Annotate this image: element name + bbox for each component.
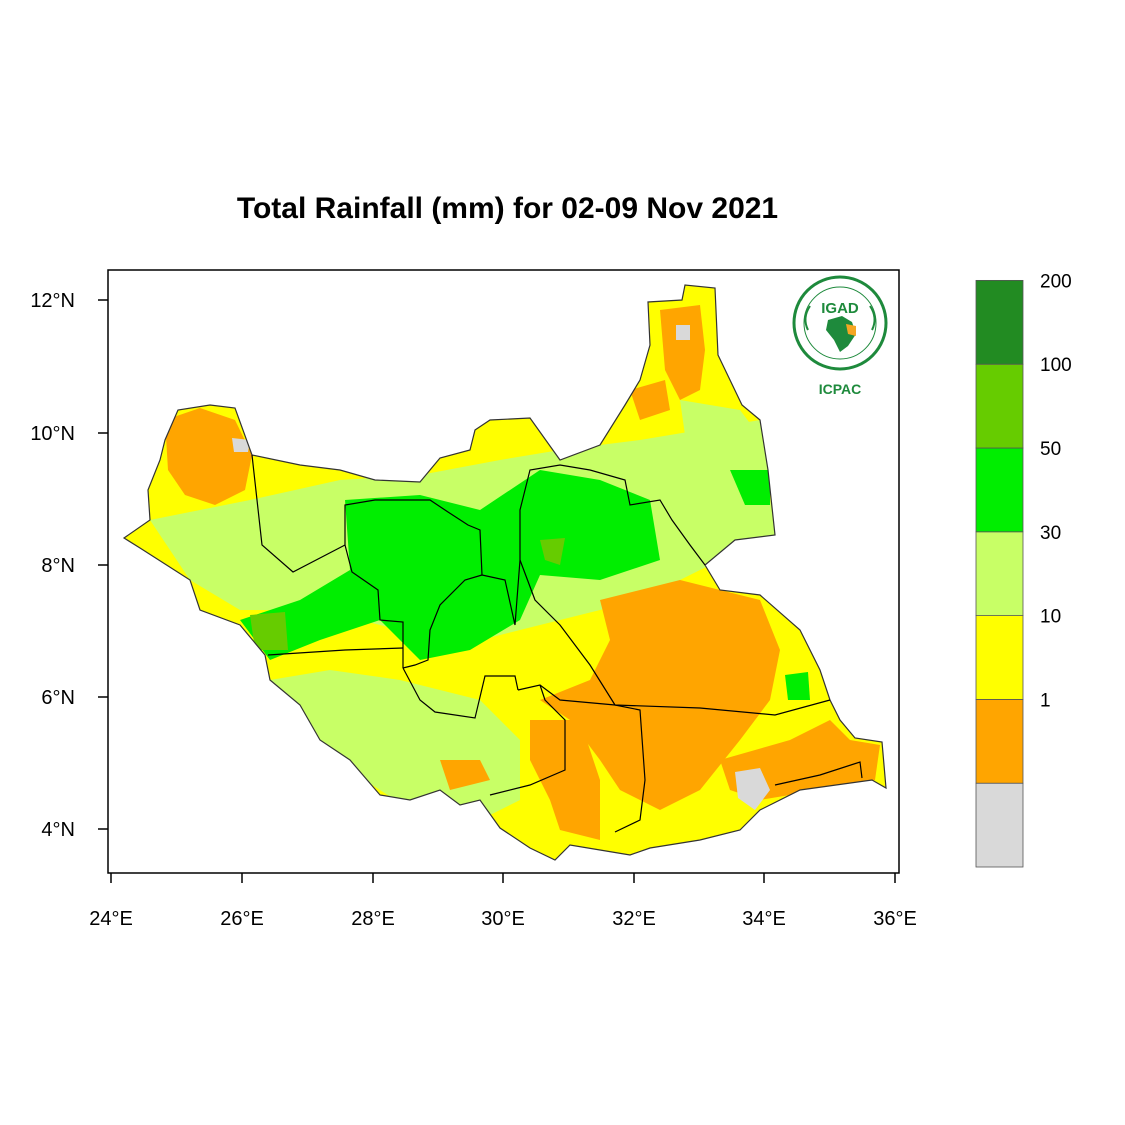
legend-swatch (975, 615, 1024, 700)
x-tick-label: 36°E (873, 908, 917, 930)
legend-label: 30 (1040, 523, 1061, 544)
legend-swatch (975, 279, 1024, 365)
x-tick-label: 32°E (612, 908, 656, 930)
axis-ticks (98, 299, 896, 883)
legend-label: 200 (1040, 271, 1072, 292)
laurel-left-icon (804, 305, 811, 331)
x-tick-label: 34°E (742, 908, 786, 930)
y-tick-label: 6°N (41, 687, 75, 709)
x-axis-labels: 24°E 26°E 28°E 30°E 32°E 34°E 36°E (89, 908, 917, 930)
region-highlight-icon (846, 324, 856, 336)
legend-colorbar: 1 10 30 50 100 200 (975, 271, 1072, 868)
legend-swatch (975, 447, 1024, 533)
legend-label: 50 (1040, 439, 1061, 460)
y-tick-label: 10°N (30, 423, 75, 445)
y-axis-labels: 12°N 10°N 8°N 6°N 4°N (30, 290, 75, 841)
legend-label: 100 (1040, 355, 1072, 376)
igad-icpac-logo: IGAD ICPAC (792, 275, 888, 397)
x-tick-label: 24°E (89, 908, 133, 930)
legend-label: 10 (1040, 607, 1061, 628)
x-tick-label: 30°E (481, 908, 525, 930)
map-title: Total Rainfall (mm) for 02-09 Nov 2021 (236, 192, 779, 225)
y-tick-label: 12°N (30, 290, 75, 312)
legend-swatch (975, 782, 1024, 868)
y-tick-label: 8°N (41, 555, 75, 577)
logo-igad-text: IGAD (821, 300, 859, 317)
logo-inner-ring (803, 286, 877, 360)
legend-swatch (975, 531, 1024, 616)
legend-label: 1 (1040, 690, 1051, 711)
country-border (122, 284, 887, 861)
legend-swatch (975, 363, 1024, 449)
logo-icpac-text: ICPAC (819, 381, 862, 397)
x-tick-label: 28°E (351, 908, 395, 930)
laurel-right-icon (869, 305, 876, 331)
y-tick-label: 4°N (41, 819, 75, 841)
legend-swatch (975, 699, 1024, 784)
state-boundaries (251, 454, 863, 833)
x-tick-label: 26°E (220, 908, 264, 930)
